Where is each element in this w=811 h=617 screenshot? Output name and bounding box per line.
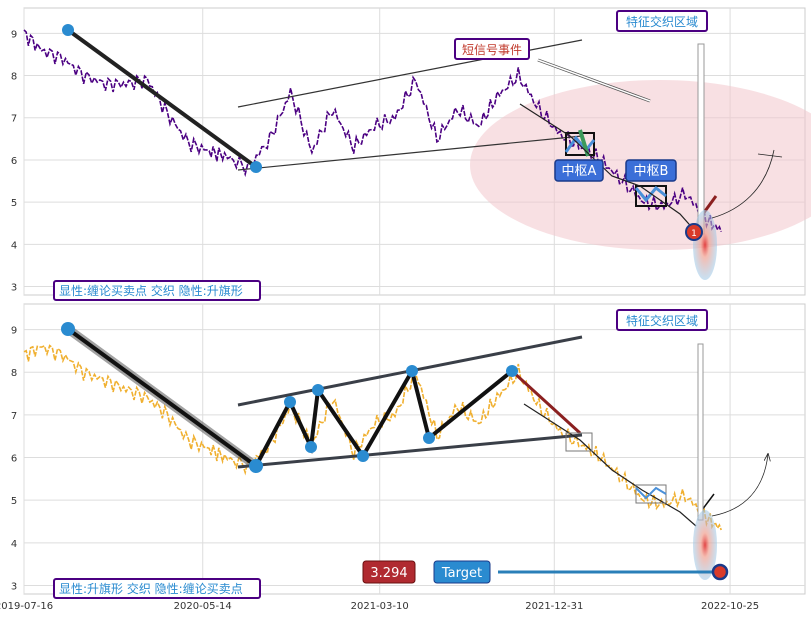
y-tick-label: 8 [11, 368, 17, 379]
channel-lower-top [237, 135, 583, 171]
y-tick-label: 3 [11, 283, 17, 294]
x-tick-label: 2021-12-31 [525, 601, 583, 612]
vertical-bar-bottom [697, 343, 704, 521]
zhongshu-a-box-bottom [565, 432, 593, 452]
decline-stroke-bottom [510, 369, 582, 435]
pivot-bottom [406, 365, 418, 377]
y-tick-label: 5 [11, 496, 17, 507]
y-tick-label: 8 [11, 72, 17, 83]
y-tick-label: 6 [11, 156, 17, 167]
signal-dot-top [685, 223, 703, 241]
signal-event-label: 短信号事件 [462, 43, 522, 57]
pivot-bottom [423, 432, 435, 444]
x-axis: 2019-07-16 2020-05-14 2021-03-10 2021-12-31… [0, 601, 759, 612]
y-tick-label: 3 [11, 581, 17, 592]
value-label: 3.294 [370, 566, 407, 581]
vertical-bar-top [697, 43, 705, 235]
pattern-label-bottom: 显性:升旗形 交织 隐性:缠论买卖点 [59, 581, 243, 596]
pivot-peak-bottom [506, 365, 518, 377]
downtrend-line-bottom [66, 327, 258, 468]
downtrend-line-top [66, 28, 258, 169]
hotspot-top [693, 210, 717, 280]
pivot-bottom [312, 384, 324, 396]
zhongshu-a-label: 中枢A [562, 164, 597, 179]
curve-arrow-bottom [711, 454, 768, 517]
pivot-low-bottom [249, 459, 263, 473]
target-label: Target [441, 566, 482, 581]
bottom-plot-area [23, 303, 806, 595]
pivot-start-top [62, 24, 74, 36]
zhongshu-a-label-box [554, 159, 604, 182]
y-tick-label: 4 [11, 240, 17, 251]
break-stroke-bottom [701, 493, 715, 511]
bottom-y-axis: 3 4 5 6 7 8 9 [11, 326, 17, 593]
zhongshu-a-stroke [564, 135, 596, 153]
pattern-label-box-bottom [53, 578, 261, 599]
zhongshu-b-label-box [625, 159, 677, 182]
curve-tip-top [757, 153, 783, 158]
signal-event-box [454, 38, 530, 60]
y-tick-label: 7 [11, 114, 17, 125]
x-tick-label: 2020-05-14 [174, 601, 232, 612]
pivot-bottom [284, 396, 296, 408]
pivot-low-top [250, 161, 262, 173]
descent-path-top [519, 103, 697, 233]
x-tick-label: 2021-03-10 [351, 601, 409, 612]
y-tick-label: 9 [11, 326, 17, 337]
x-tick-label: 2022-10-25 [701, 601, 759, 612]
target-dot [711, 563, 729, 581]
target-label-box [433, 560, 491, 584]
y-tick-label: 9 [11, 29, 17, 40]
zhongshu-b-label: 中枢B [634, 164, 669, 179]
pattern-label-top: 显性:缠论买卖点 交织 隐性:升旗形 [59, 283, 243, 298]
feature-zone-label-box-bottom [616, 309, 708, 331]
zigzag-bottom [254, 365, 514, 467]
pivot-bottom [305, 441, 317, 453]
bottom-grid [23, 304, 805, 594]
feature-zone-label-bottom: 特征交织区域 [626, 313, 698, 328]
y-tick-label: 6 [11, 454, 17, 465]
top-y-axis: 3 4 5 6 7 8 9 [11, 29, 17, 293]
x-tick-label: 2019-07-16 [0, 601, 53, 612]
pattern-label-box-top [53, 280, 261, 301]
curve-arrow-top [711, 149, 775, 219]
descent-path-bottom [523, 403, 697, 527]
feature-zone-label-top: 特征交织区域 [626, 14, 698, 29]
signal-dot-label: 1 [691, 229, 697, 239]
pivot-start-bottom [61, 322, 75, 336]
value-label-box [362, 560, 416, 584]
channel-lower-bottom [237, 433, 583, 469]
pivot-bottom [357, 450, 369, 462]
y-tick-label: 5 [11, 198, 17, 209]
feature-zone-label-box-top [616, 10, 708, 32]
zhongshu-b-stroke-bottom [635, 486, 667, 500]
signal-arrow-inner [537, 59, 651, 102]
hotspot-bottom [693, 510, 717, 580]
y-tick-label: 4 [11, 539, 17, 550]
y-tick-label: 7 [11, 411, 17, 422]
